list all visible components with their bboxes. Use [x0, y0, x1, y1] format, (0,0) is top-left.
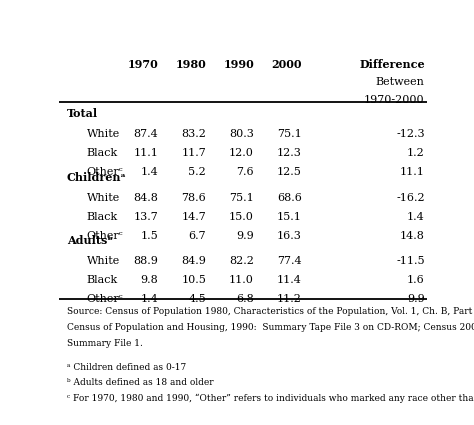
Text: Census of Population and Housing, 1990:  Summary Tape File 3 on CD-ROM; Census 2: Census of Population and Housing, 1990: …: [66, 323, 474, 332]
Text: Between: Between: [376, 77, 425, 87]
Text: 87.4: 87.4: [134, 129, 158, 139]
Text: Difference: Difference: [359, 59, 425, 70]
Text: 6.8: 6.8: [236, 294, 254, 304]
Text: 7.6: 7.6: [237, 167, 254, 177]
Text: 83.2: 83.2: [182, 129, 206, 139]
Text: 12.5: 12.5: [277, 167, 301, 177]
Text: -12.3: -12.3: [396, 129, 425, 139]
Text: 1980: 1980: [175, 59, 206, 70]
Text: 14.7: 14.7: [182, 212, 206, 222]
Text: White: White: [87, 129, 120, 139]
Text: 78.6: 78.6: [182, 193, 206, 203]
Text: 12.0: 12.0: [229, 148, 254, 158]
Text: Adultsᵇ: Adultsᵇ: [66, 235, 113, 246]
Text: 9.9: 9.9: [407, 294, 425, 304]
Text: 84.9: 84.9: [182, 256, 206, 266]
Text: 1990: 1990: [223, 59, 254, 70]
Text: ᵃ Children defined as 0-17: ᵃ Children defined as 0-17: [66, 363, 186, 372]
Text: 82.2: 82.2: [229, 256, 254, 266]
Text: 1970-2000: 1970-2000: [364, 95, 425, 105]
Text: 11.1: 11.1: [134, 148, 158, 158]
Text: -11.5: -11.5: [396, 256, 425, 266]
Text: 9.9: 9.9: [236, 231, 254, 241]
Text: 6.7: 6.7: [189, 231, 206, 241]
Text: -16.2: -16.2: [396, 193, 425, 203]
Text: Black: Black: [87, 275, 118, 285]
Text: 15.0: 15.0: [229, 212, 254, 222]
Text: Otherᶜ: Otherᶜ: [87, 231, 123, 241]
Text: 13.7: 13.7: [134, 212, 158, 222]
Text: 12.3: 12.3: [277, 148, 301, 158]
Text: White: White: [87, 193, 120, 203]
Text: 80.3: 80.3: [229, 129, 254, 139]
Text: 88.9: 88.9: [134, 256, 158, 266]
Text: 1.4: 1.4: [141, 167, 158, 177]
Text: Total: Total: [66, 108, 98, 119]
Text: 84.8: 84.8: [134, 193, 158, 203]
Text: 1.5: 1.5: [141, 231, 158, 241]
Text: White: White: [87, 256, 120, 266]
Text: ᶜ For 1970, 1980 and 1990, “Other” refers to individuals who marked any race oth: ᶜ For 1970, 1980 and 1990, “Other” refer…: [66, 394, 474, 403]
Text: 75.1: 75.1: [277, 129, 301, 139]
Text: 5.2: 5.2: [189, 167, 206, 177]
Text: 2000: 2000: [271, 59, 301, 70]
Text: 1.6: 1.6: [407, 275, 425, 285]
Text: 77.4: 77.4: [277, 256, 301, 266]
Text: Otherᶜ: Otherᶜ: [87, 167, 123, 177]
Text: 1.4: 1.4: [407, 212, 425, 222]
Text: 14.8: 14.8: [400, 231, 425, 241]
Text: 11.2: 11.2: [277, 294, 301, 304]
Text: Summary File 1.: Summary File 1.: [66, 339, 143, 348]
Text: Black: Black: [87, 148, 118, 158]
Text: 4.5: 4.5: [189, 294, 206, 304]
Text: 1.4: 1.4: [141, 294, 158, 304]
Text: 1.2: 1.2: [407, 148, 425, 158]
Text: ᵇ Adults defined as 18 and older: ᵇ Adults defined as 18 and older: [66, 378, 213, 388]
Text: 68.6: 68.6: [277, 193, 301, 203]
Text: 11.4: 11.4: [277, 275, 301, 285]
Text: Source: Census of Population 1980, Characteristics of the Population, Vol. 1, Ch: Source: Census of Population 1980, Chara…: [66, 307, 474, 316]
Text: Otherᶜ: Otherᶜ: [87, 294, 123, 304]
Text: 11.7: 11.7: [182, 148, 206, 158]
Text: 9.8: 9.8: [141, 275, 158, 285]
Text: 16.3: 16.3: [277, 231, 301, 241]
Text: Black: Black: [87, 212, 118, 222]
Text: 10.5: 10.5: [182, 275, 206, 285]
Text: Childrenᵃ: Childrenᵃ: [66, 172, 127, 183]
Text: 11.0: 11.0: [229, 275, 254, 285]
Text: 75.1: 75.1: [229, 193, 254, 203]
Text: 1970: 1970: [128, 59, 158, 70]
Text: 11.1: 11.1: [400, 167, 425, 177]
Text: 15.1: 15.1: [277, 212, 301, 222]
